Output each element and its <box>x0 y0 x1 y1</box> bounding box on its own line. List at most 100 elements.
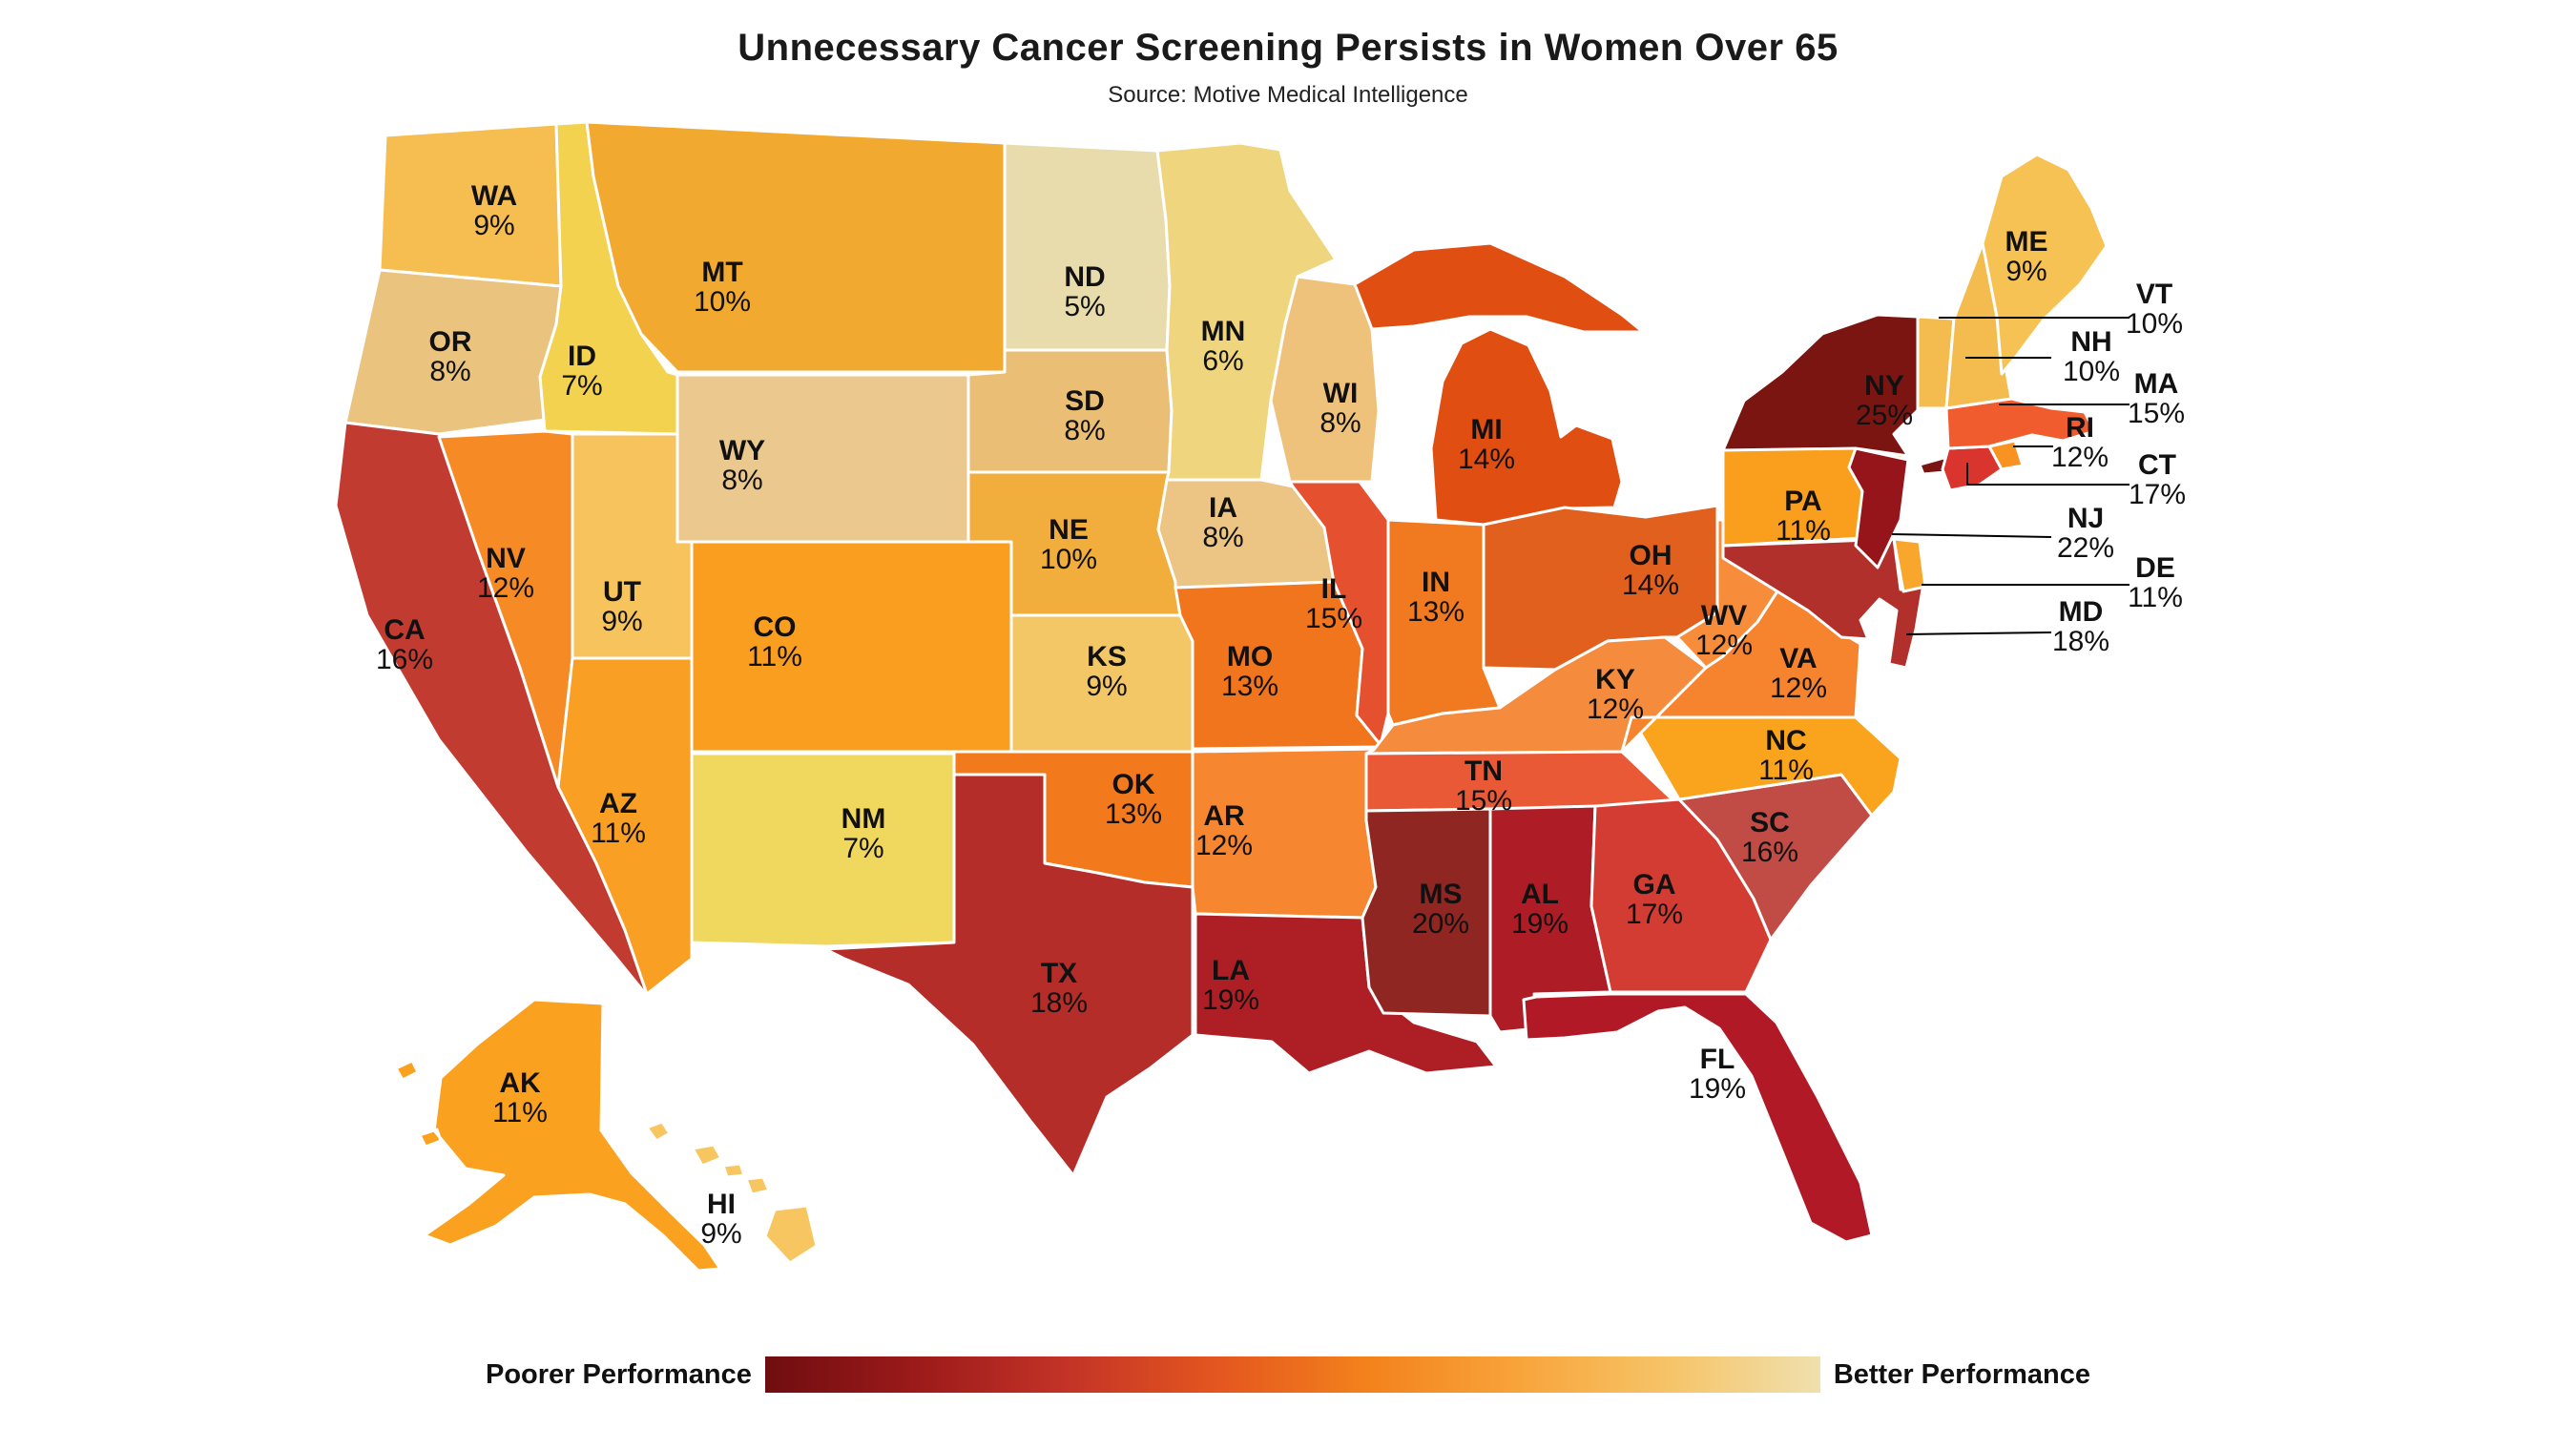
state-value-VT: 10% <box>2126 308 2183 340</box>
state-label-DE: DE <box>2135 552 2175 584</box>
state-value-AK: 11% <box>492 1097 548 1128</box>
state-label-KS: KS <box>1087 641 1127 673</box>
state-value-SD: 8% <box>1064 415 1105 446</box>
state-value-TN: 15% <box>1455 785 1512 817</box>
chart-source: Source: Motive Medical Intelligence <box>1108 82 1468 108</box>
state-NJ <box>1847 446 1910 569</box>
state-label-IN: IN <box>1422 567 1450 598</box>
state-value-NJ: 22% <box>2057 532 2114 564</box>
state-label-MT: MT <box>701 257 742 288</box>
state-value-NY: 25% <box>1856 400 1913 431</box>
state-label-MS: MS <box>1420 879 1463 910</box>
state-value-PA: 11% <box>1776 515 1831 547</box>
state-label-WI: WI <box>1323 378 1359 409</box>
state-value-NV: 12% <box>477 572 534 604</box>
chart-title: Unnecessary Cancer Screening Persists in… <box>737 27 1839 69</box>
state-label-MO: MO <box>1227 641 1273 673</box>
legend: Poorer Performance Better Performance <box>0 1356 2576 1393</box>
state-label-TX: TX <box>1041 958 1077 989</box>
state-label-OR: OR <box>429 326 472 358</box>
state-label-CT: CT <box>2138 449 2176 481</box>
state-label-CA: CA <box>384 614 425 646</box>
state-label-WY: WY <box>719 435 765 466</box>
state-value-NM: 7% <box>842 833 883 864</box>
state-label-UT: UT <box>603 576 641 608</box>
state-label-MI: MI <box>1470 414 1502 445</box>
state-label-NC: NC <box>1765 725 1806 756</box>
state-value-NE: 10% <box>1040 544 1097 575</box>
state-label-MD: MD <box>2059 596 2104 628</box>
state-label-ID: ID <box>568 341 596 372</box>
state-value-KS: 9% <box>1086 671 1127 702</box>
state-MT <box>585 120 1007 374</box>
state-value-AL: 19% <box>1511 908 1568 940</box>
state-DE <box>1892 537 1927 593</box>
state-label-MN: MN <box>1201 316 1246 347</box>
state-label-SC: SC <box>1750 807 1790 838</box>
state-label-NE: NE <box>1049 514 1089 546</box>
state-value-TX: 18% <box>1030 987 1088 1019</box>
state-label-RI: RI <box>2066 412 2094 444</box>
state-label-IL: IL <box>1321 573 1347 605</box>
state-label-VA: VA <box>1779 643 1817 674</box>
leader-line-MD <box>1905 631 2052 635</box>
state-value-WY: 8% <box>721 465 762 496</box>
state-label-AL: AL <box>1521 879 1559 910</box>
state-value-AR: 12% <box>1195 830 1253 861</box>
state-label-NM: NM <box>841 803 886 835</box>
state-value-DE: 11% <box>2128 582 2183 613</box>
state-value-NH: 10% <box>2063 356 2120 387</box>
state-label-NV: NV <box>486 543 526 574</box>
state-MI <box>1353 241 1645 527</box>
state-value-UT: 9% <box>601 606 642 637</box>
state-label-HI: HI <box>707 1189 736 1220</box>
state-value-KY: 12% <box>1587 693 1644 725</box>
state-MN <box>1155 141 1338 482</box>
state-value-MI: 14% <box>1458 444 1515 475</box>
state-TX <box>823 773 1195 1177</box>
state-value-ID: 7% <box>561 370 602 402</box>
state-value-MN: 6% <box>1202 345 1243 377</box>
state-NM <box>690 752 956 948</box>
state-label-SD: SD <box>1065 385 1105 417</box>
state-value-CT: 17% <box>2129 479 2186 510</box>
state-label-CO: CO <box>754 611 797 643</box>
state-value-IN: 13% <box>1407 596 1465 628</box>
state-label-KY: KY <box>1595 664 1635 695</box>
legend-gradient-bar <box>764 1356 1820 1393</box>
state-value-WV: 12% <box>1695 630 1753 661</box>
state-value-MS: 20% <box>1412 908 1469 940</box>
state-label-GA: GA <box>1633 869 1676 900</box>
state-value-MD: 18% <box>2052 626 2109 657</box>
legend-better-label: Better Performance <box>1833 1358 2090 1390</box>
state-value-ME: 9% <box>2005 256 2046 287</box>
state-value-VA: 12% <box>1770 673 1827 704</box>
state-AK <box>394 998 722 1273</box>
state-label-AZ: AZ <box>599 788 637 819</box>
state-value-ND: 5% <box>1064 291 1105 322</box>
state-CO <box>690 540 1013 754</box>
state-value-WI: 8% <box>1319 407 1361 439</box>
state-label-PA: PA <box>1784 486 1821 517</box>
state-label-TN: TN <box>1465 756 1503 787</box>
state-value-GA: 17% <box>1626 899 1683 930</box>
state-label-WV: WV <box>1701 600 1747 631</box>
state-value-OR: 8% <box>429 356 470 387</box>
state-label-FL: FL <box>1700 1044 1735 1075</box>
state-value-NC: 11% <box>1758 755 1814 786</box>
state-value-MT: 10% <box>694 286 751 318</box>
state-label-ME: ME <box>2005 226 2048 258</box>
state-label-LA: LA <box>1212 955 1250 986</box>
state-value-SC: 16% <box>1741 837 1798 868</box>
state-label-IA: IA <box>1209 492 1237 524</box>
state-value-MA: 15% <box>2128 398 2185 429</box>
state-IL <box>1288 480 1390 747</box>
state-value-CA: 16% <box>376 644 433 675</box>
state-label-NJ: NJ <box>2067 503 2104 534</box>
state-label-AR: AR <box>1203 800 1245 832</box>
state-value-MO: 13% <box>1221 671 1278 702</box>
state-value-IL: 15% <box>1305 603 1362 634</box>
state-ME <box>1981 153 2109 376</box>
state-label-OH: OH <box>1630 540 1672 571</box>
